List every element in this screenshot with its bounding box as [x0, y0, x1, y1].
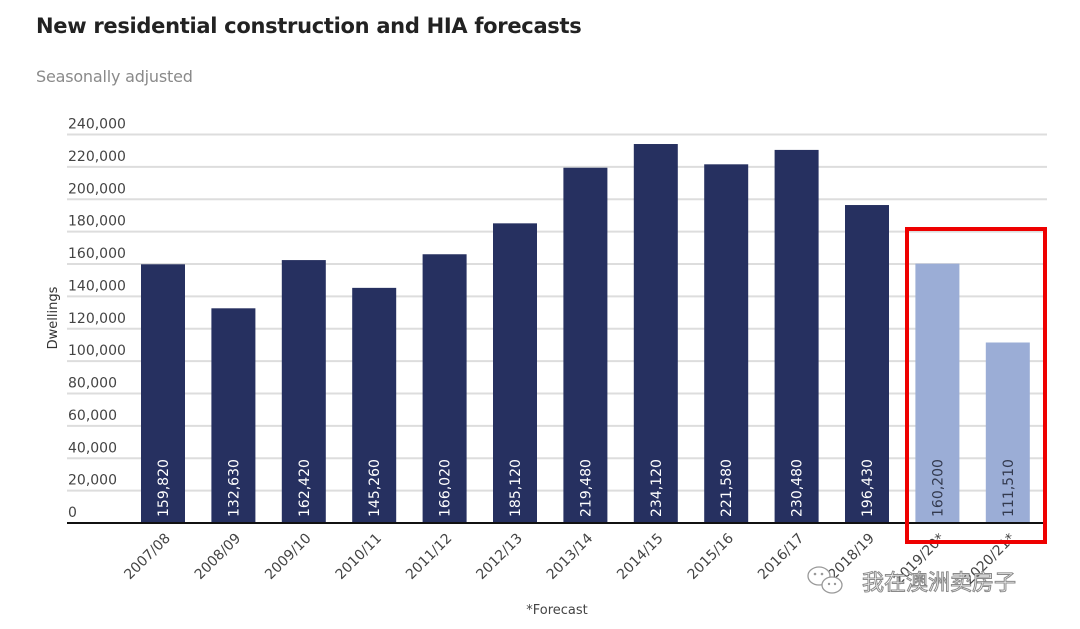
- forecast-highlight-box: [905, 227, 1047, 544]
- data-label: 111,510: [1001, 459, 1017, 517]
- watermark-text: 我在澳洲卖房子: [862, 571, 1016, 596]
- x-tick-label: 2016/17: [755, 531, 807, 583]
- data-label: 145,260: [367, 459, 383, 517]
- data-label: 196,430: [860, 459, 876, 517]
- y-tick-label: 0: [68, 505, 77, 521]
- bar: [211, 308, 256, 523]
- data-label: 221,580: [719, 459, 735, 517]
- chart-title: New residential construction and HIA for…: [36, 14, 582, 38]
- bar: [845, 205, 889, 523]
- y-tick-label: 120,000: [68, 311, 126, 327]
- x-tick-label: 2014/15: [614, 531, 666, 583]
- bar: [915, 263, 960, 523]
- y-axis-ticks: 0 20,000 40,000 60,000 80,000 100,000 120,000 1…: [68, 117, 126, 522]
- data-label: 160,200: [930, 459, 946, 517]
- data-label: 234,120: [649, 459, 665, 517]
- y-tick-label: 220,000: [68, 149, 126, 165]
- data-label: 219,480: [578, 459, 594, 517]
- data-label: 132,630: [226, 459, 242, 517]
- data-labels: 159,820 132,630 162,420 145,260 166,020 185,1…: [156, 459, 1017, 517]
- x-tick-label: 2011/12: [403, 531, 455, 583]
- y-tick-label: 20,000: [68, 473, 117, 489]
- bar: [774, 149, 819, 523]
- bar: [493, 223, 537, 523]
- y-tick-label: 140,000: [68, 278, 126, 294]
- bar: [563, 167, 608, 524]
- y-tick-label: 40,000: [68, 440, 117, 456]
- data-label: 166,020: [438, 459, 454, 517]
- bar: [141, 264, 185, 523]
- y-tick-label: 240,000: [68, 117, 126, 133]
- bar: [633, 144, 678, 523]
- x-tick-label: 2007/08: [121, 531, 173, 583]
- x-tick-label: 2009/10: [262, 531, 314, 583]
- x-tick-label: 2013/14: [544, 530, 597, 583]
- bar: [985, 342, 1030, 523]
- bar: [422, 254, 467, 523]
- y-tick-label: 80,000: [68, 376, 117, 392]
- y-tick-label: 100,000: [68, 343, 126, 359]
- x-tick-label: 2010/11: [333, 531, 385, 583]
- y-tick-label: 160,000: [68, 246, 126, 262]
- data-label: 230,480: [790, 459, 806, 517]
- bar: [281, 260, 326, 523]
- x-tick-label: 2008/09: [192, 531, 244, 583]
- bars: [141, 144, 1030, 524]
- footnote: *Forecast: [526, 603, 588, 618]
- bar: [352, 287, 397, 523]
- y-axis-label: Dwellings: [46, 286, 61, 349]
- chart-subtitle: Seasonally adjusted: [36, 67, 193, 86]
- y-tick-label: 180,000: [68, 214, 126, 230]
- y-tick-label: 200,000: [68, 181, 126, 197]
- bar: [704, 164, 749, 523]
- data-label: 185,120: [508, 459, 524, 517]
- wechat-icon: [807, 566, 843, 594]
- x-tick-label: 2015/16: [685, 530, 738, 583]
- data-label: 159,820: [156, 459, 172, 517]
- watermark: 我在澳洲卖房子: [807, 566, 1017, 597]
- x-tick-label: 2012/13: [473, 531, 525, 583]
- data-label: 162,420: [297, 459, 313, 517]
- y-tick-label: 60,000: [68, 408, 117, 424]
